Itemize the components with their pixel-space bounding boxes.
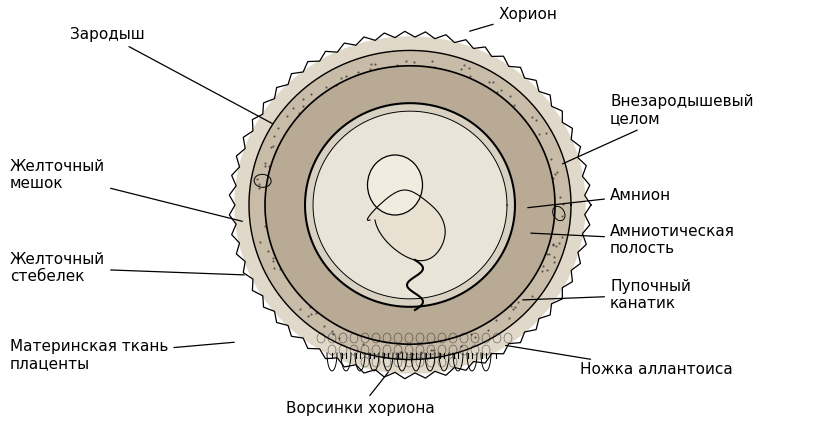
Text: Амниотическая
полость: Амниотическая полость [530,224,735,256]
Text: Желточный
стебелек: Желточный стебелек [10,252,244,284]
Text: Хорион: Хорион [470,6,557,31]
Text: Ворсинки хориона: Ворсинки хориона [286,372,434,416]
Polygon shape [249,51,571,360]
Text: Ножка аллантоиса: Ножка аллантоиса [506,346,733,378]
Text: Желточный
мешок: Желточный мешок [10,159,242,221]
Text: Амнион: Амнион [528,187,671,208]
Text: Внезародышевый
целом: Внезародышевый целом [562,94,754,164]
Polygon shape [265,66,555,344]
Polygon shape [313,111,507,299]
Polygon shape [235,37,585,373]
Polygon shape [368,190,445,261]
Text: Зародыш: Зародыш [70,27,273,124]
Text: Материнская ткань
плаценты: Материнская ткань плаценты [10,339,234,371]
Ellipse shape [368,155,423,215]
Text: Пупочный
канатик: Пупочный канатик [523,279,691,311]
Polygon shape [305,103,515,307]
